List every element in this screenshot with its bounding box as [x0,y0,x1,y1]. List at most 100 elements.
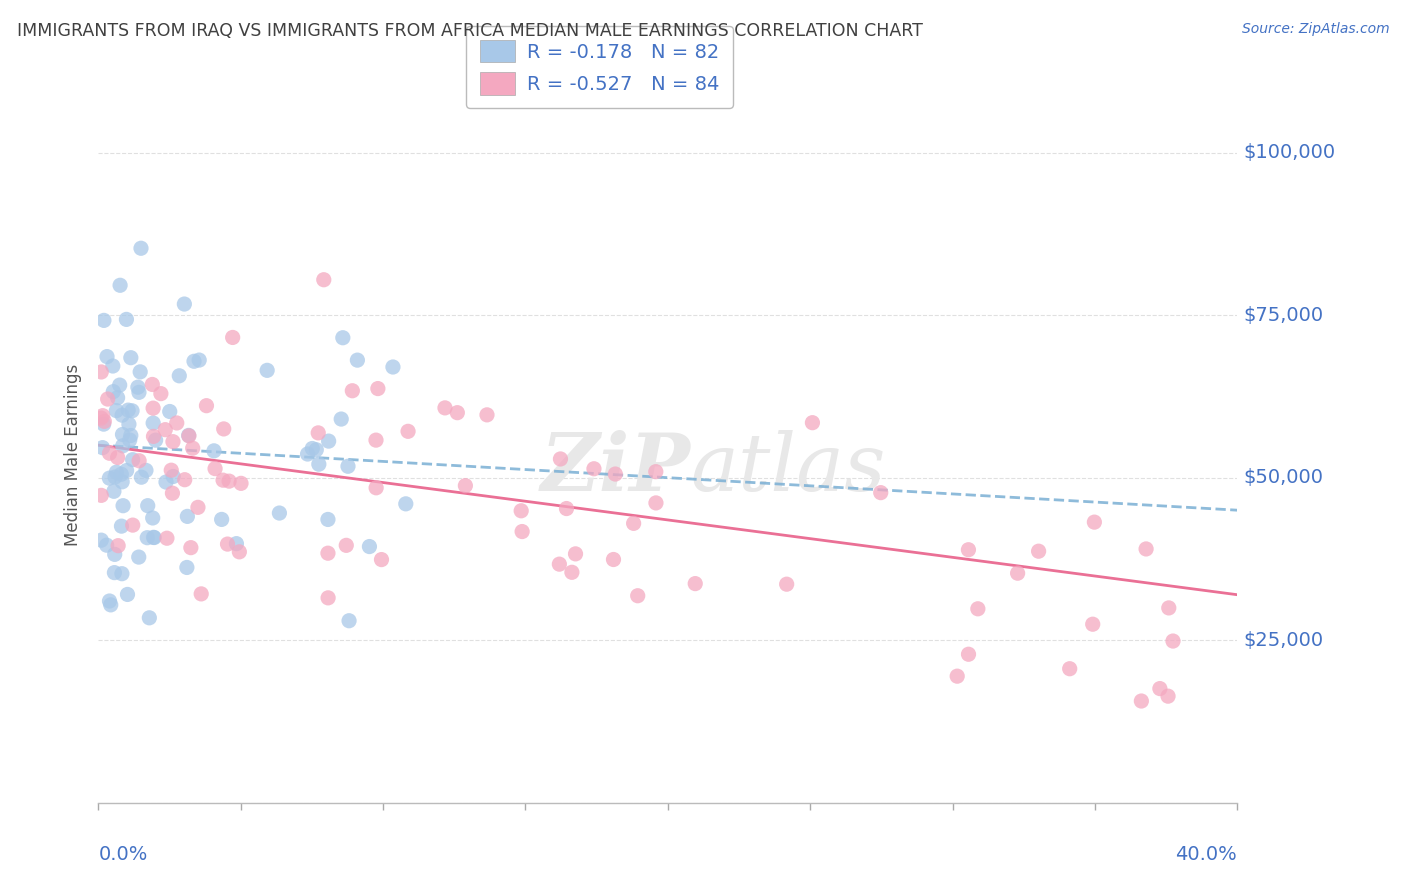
Point [195,399,218,413]
Point [966,602,988,616]
Point [127,380,149,394]
Point [128,454,150,468]
Point [946,669,969,683]
Point [103,484,125,499]
Point [91,441,114,455]
Point [160,463,183,477]
Point [121,518,143,533]
Point [1149,681,1171,696]
Point [118,417,141,432]
Point [162,469,184,483]
Point [202,443,225,458]
Point [177,429,200,443]
Point [103,566,125,580]
Point [107,450,129,465]
Text: atlas: atlas [690,430,886,508]
Point [129,241,152,255]
Point [142,416,165,430]
Point [111,475,134,489]
Point [173,297,195,311]
Point [1130,694,1153,708]
Point [96,350,118,364]
Point [93,417,115,431]
Point [149,386,172,401]
Point [117,587,139,601]
Point [97,392,120,406]
Point [104,470,127,484]
Point [1028,544,1050,558]
Point [364,433,387,447]
Text: $25,000: $25,000 [1243,631,1323,649]
Point [188,353,211,368]
Point [107,391,129,405]
Point [162,434,184,449]
Text: $75,000: $75,000 [1243,306,1323,325]
Point [316,512,339,526]
Point [564,547,586,561]
Point [111,566,134,581]
Point [183,354,205,368]
Point [121,404,143,418]
Point [115,464,138,478]
Point [359,540,381,554]
Point [159,404,181,418]
Point [162,486,184,500]
Point [312,273,335,287]
Point [1157,689,1180,703]
Point [129,365,152,379]
Point [90,411,112,425]
Point [627,589,650,603]
Point [111,439,134,453]
Text: Source: ZipAtlas.com: Source: ZipAtlas.com [1241,22,1389,37]
Point [645,496,668,510]
Point [90,533,112,548]
Point [136,531,159,545]
Point [176,509,198,524]
Point [110,467,132,482]
Point [683,576,706,591]
Point [128,385,150,400]
Point [105,403,128,417]
Point [107,539,129,553]
Point [1157,601,1180,615]
Point [143,531,166,545]
Point [1081,617,1104,632]
Point [173,473,195,487]
Point [1007,566,1029,581]
Point [869,485,891,500]
Point [166,416,188,430]
Point [96,538,118,552]
Legend: R = -0.178   N = 82, R = -0.527   N = 84: R = -0.178 N = 82, R = -0.527 N = 84 [467,26,733,108]
Point [475,408,498,422]
Point [108,378,131,392]
Point [187,500,209,515]
Point [176,560,198,574]
Point [190,587,212,601]
Point [142,530,165,544]
Point [169,368,191,383]
Text: $50,000: $50,000 [1243,468,1323,487]
Point [211,512,233,526]
Point [98,594,121,608]
Point [605,467,627,481]
Point [366,481,388,495]
Point [131,470,153,484]
Point [93,313,115,327]
Point [103,384,125,399]
Point [555,501,578,516]
Y-axis label: Median Male Earnings: Median Male Earnings [65,364,83,546]
Point [180,541,202,555]
Point [90,488,112,502]
Point [957,647,980,661]
Point [90,365,112,379]
Point [218,474,240,488]
Point [100,598,122,612]
Point [548,557,571,571]
Point [346,353,368,368]
Point [1083,515,1105,529]
Point [301,442,323,456]
Point [118,433,141,447]
Point [337,459,360,474]
Point [138,611,160,625]
Point [550,452,572,467]
